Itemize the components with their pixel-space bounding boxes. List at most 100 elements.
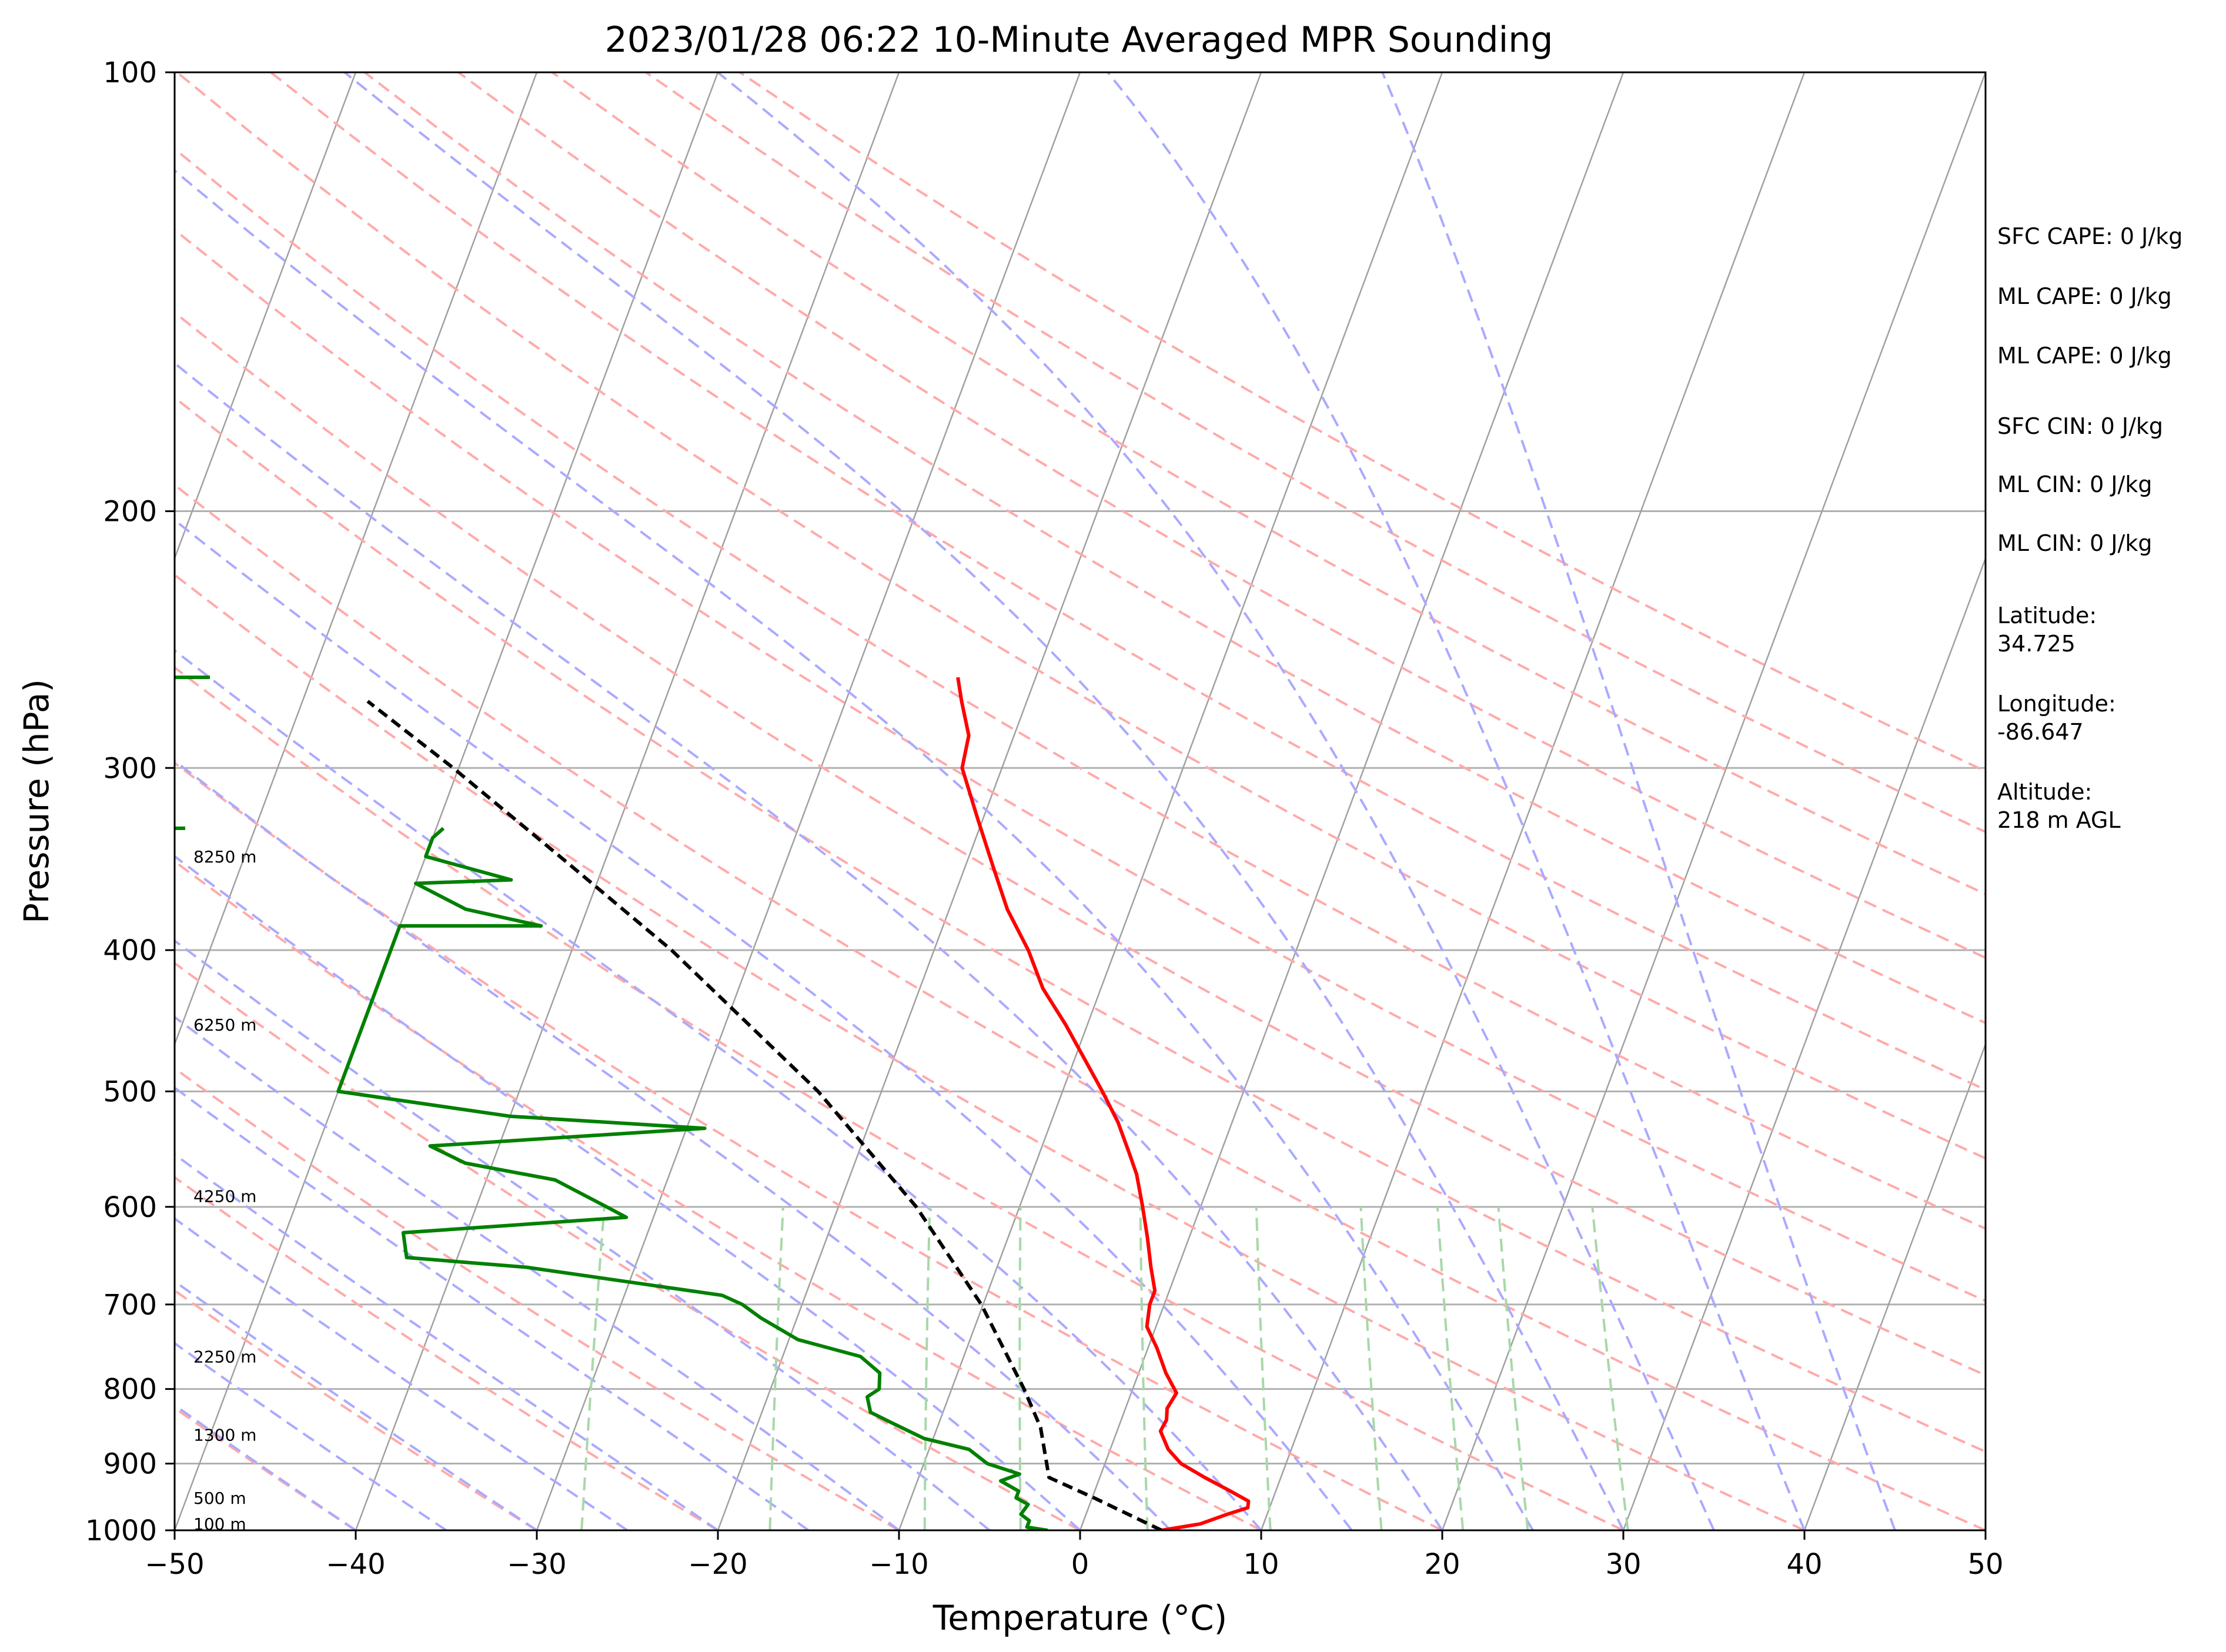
ml-cin-label: ML CIN: 0 J/kg — [1997, 471, 2152, 497]
y-tick-label: 600 — [103, 1191, 157, 1224]
isotherm-lines — [175, 72, 1986, 1530]
dry-adiabat-line — [175, 310, 1986, 1377]
height-label: 4250 m — [193, 1187, 256, 1206]
moist-adiabat-line — [1381, 72, 1896, 1530]
parcel-line — [366, 700, 1162, 1530]
x-tick-label: 30 — [1605, 1548, 1641, 1581]
x-tick-label: −20 — [688, 1548, 747, 1581]
ml-cape-label: ML CAPE: 0 J/kg — [1997, 283, 2172, 309]
dewpoint-line — [336, 827, 1048, 1530]
mixing-ratio-line — [923, 1206, 931, 1530]
x-tick-label: −40 — [326, 1548, 385, 1581]
y-tick-label: 1000 — [85, 1514, 157, 1547]
isotherm-line — [355, 72, 900, 1530]
isotherm-line — [1260, 72, 1806, 1530]
moist-adiabat-line — [1107, 72, 1806, 1530]
wind-barbs — [175, 675, 210, 830]
dry-adiabat-line — [363, 72, 1986, 1025]
height-label: 8250 m — [193, 847, 256, 867]
moist-adiabat-lines — [175, 72, 1896, 1530]
sfc-cin-label: SFC CIN: 0 J/kg — [1997, 413, 2163, 439]
isotherm-line — [1622, 556, 1986, 1530]
isotherm-line — [1803, 1042, 1986, 1530]
dry-adiabat-line — [175, 228, 1986, 1303]
isotherm-line — [175, 72, 357, 561]
dry-adiabat-lines — [175, 72, 1986, 1530]
longitude-label: Longitude: — [1997, 691, 2116, 717]
isotherm-line — [898, 72, 1443, 1530]
dry-adiabat-line — [457, 72, 1986, 959]
x-tick-label: −50 — [145, 1548, 204, 1581]
moist-adiabat-line — [175, 519, 1353, 1530]
dry-adiabat-line — [175, 1406, 357, 1530]
isotherm-line — [1441, 72, 1986, 1530]
y-tick-label: 700 — [103, 1289, 157, 1322]
height-label: 500 m — [193, 1489, 246, 1508]
plot-area — [175, 72, 1986, 1530]
side-panel: SFC CAPE: 0 J/kg ML CAPE: 0 J/kg ML CAPE… — [1997, 223, 2182, 833]
dry-adiabat-line — [175, 483, 1986, 1530]
isotherm-line — [175, 72, 719, 1530]
dry-adiabat-line — [175, 761, 1443, 1530]
y-tick-label: 400 — [103, 934, 157, 967]
latitude-value: 34.725 — [1997, 631, 2075, 657]
altitude-value: 218 m AGL — [1997, 807, 2121, 833]
x-tick-label: −10 — [869, 1548, 928, 1581]
mixing-ratio-line — [1255, 1206, 1272, 1530]
mixing-ratio-line — [580, 1206, 606, 1530]
moist-adiabat-line — [175, 169, 1534, 1530]
isotherm-line — [1079, 72, 1625, 1530]
height-label: 2250 m — [193, 1347, 256, 1366]
isotherm-line — [175, 72, 538, 1046]
ml-cin-label-2: ML CIN: 0 J/kg — [1997, 530, 2152, 556]
altitude-label: Altitude: — [1997, 779, 2092, 805]
dry-adiabat-line — [175, 1289, 538, 1530]
mixing-ratio-line — [1018, 1206, 1022, 1530]
y-tick-label: 200 — [103, 496, 157, 529]
moist-adiabat-line — [175, 1403, 357, 1530]
mixing-ratio-line — [768, 1206, 784, 1530]
mixing-ratio-line — [1139, 1206, 1149, 1530]
y-tick-label: 900 — [103, 1448, 157, 1481]
dry-adiabat-line — [739, 72, 1986, 773]
isotherm-line — [717, 72, 1262, 1530]
ml-cape-label-2: ML CAPE: 0 J/kg — [1997, 343, 2172, 369]
height-label: 6250 m — [193, 1015, 256, 1035]
y-axis-label: Pressure (hPa) — [16, 679, 56, 924]
dry-adiabat-line — [175, 396, 1986, 1453]
moist-adiabat-line — [175, 939, 991, 1530]
dry-adiabat-line — [175, 860, 1262, 1530]
dry-adiabat-line — [175, 147, 1986, 1230]
dry-adiabat-line — [175, 1066, 900, 1530]
moist-adiabat-line — [175, 1086, 810, 1530]
mixing-ratio-line — [1497, 1206, 1529, 1530]
dry-adiabat-line — [176, 72, 1986, 1160]
moist-adiabat-line — [175, 759, 1172, 1530]
mixing-ratio-line — [1591, 1206, 1629, 1530]
y-tick-label: 300 — [103, 752, 157, 785]
moist-adiabat-line — [175, 1217, 629, 1530]
x-tick-label: 20 — [1424, 1548, 1460, 1581]
x-tick-label: 0 — [1071, 1548, 1089, 1581]
moist-adiabat-line — [175, 1153, 719, 1530]
latitude-label: Latitude: — [1997, 603, 2097, 628]
y-tick-label: 800 — [103, 1373, 157, 1406]
chart-title: 2023/01/28 06:22 10-Minute Averaged MPR … — [605, 19, 1553, 61]
y-axis-ticks: 100 200 300 400 500 600 700 800 900 1000 — [85, 56, 175, 1547]
profile-series — [336, 677, 1251, 1530]
sfc-cape-label: SFC CAPE: 0 J/kg — [1997, 223, 2182, 249]
x-tick-label: 40 — [1786, 1548, 1822, 1581]
moist-adiabat-line — [343, 72, 1625, 1530]
dry-adiabat-line — [645, 72, 1986, 834]
height-label: 1300 m — [193, 1426, 256, 1445]
x-tick-label: −30 — [507, 1548, 566, 1581]
dry-adiabat-line — [175, 573, 1805, 1530]
x-tick-label: 10 — [1243, 1548, 1279, 1581]
y-tick-label: 100 — [103, 56, 157, 89]
isotherm-line — [536, 72, 1081, 1530]
mixing-ratio-line — [1359, 1206, 1383, 1530]
moist-adiabat-line — [175, 362, 1443, 1530]
mixing-ratio-line — [1436, 1206, 1465, 1530]
